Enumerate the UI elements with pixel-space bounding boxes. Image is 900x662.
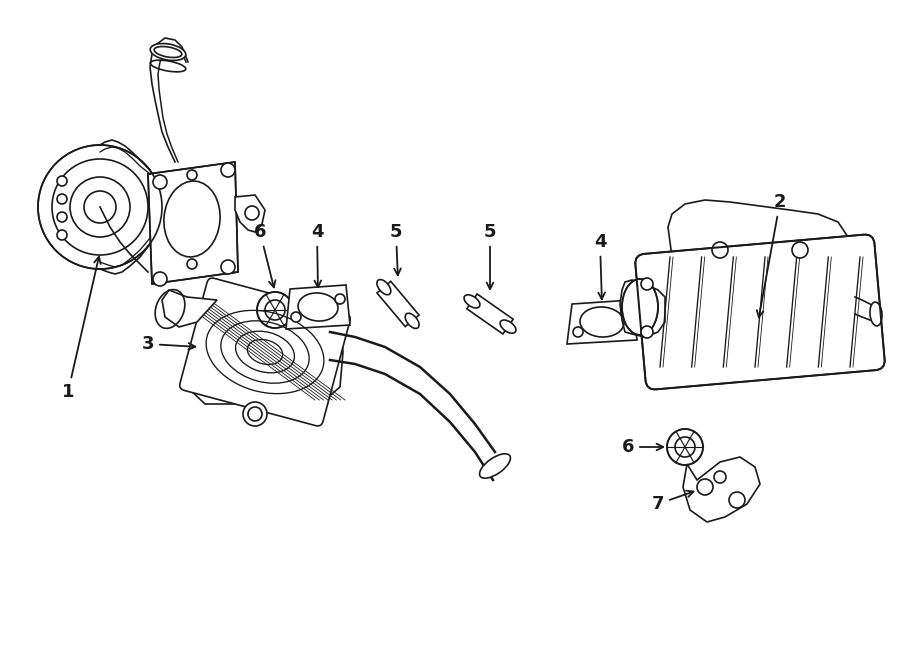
Text: 5: 5	[390, 223, 402, 275]
Circle shape	[57, 176, 67, 186]
Ellipse shape	[480, 453, 510, 478]
Circle shape	[221, 260, 235, 274]
Circle shape	[573, 327, 583, 337]
Ellipse shape	[622, 279, 658, 335]
Polygon shape	[467, 294, 513, 334]
Ellipse shape	[500, 320, 516, 333]
Circle shape	[243, 402, 267, 426]
Polygon shape	[286, 285, 350, 329]
Polygon shape	[162, 290, 217, 327]
Circle shape	[57, 212, 67, 222]
Circle shape	[221, 163, 235, 177]
Polygon shape	[235, 195, 265, 232]
Polygon shape	[683, 457, 760, 522]
Ellipse shape	[870, 302, 882, 326]
Circle shape	[153, 272, 167, 286]
Polygon shape	[665, 200, 855, 344]
Polygon shape	[567, 300, 637, 344]
Polygon shape	[148, 162, 238, 284]
Text: 4: 4	[310, 223, 323, 287]
FancyBboxPatch shape	[180, 278, 350, 426]
Polygon shape	[620, 280, 665, 337]
Circle shape	[621, 308, 631, 318]
Circle shape	[697, 479, 713, 495]
Text: 6: 6	[622, 438, 663, 456]
Circle shape	[641, 326, 653, 338]
Text: 6: 6	[254, 223, 275, 287]
Text: 5: 5	[484, 223, 496, 289]
Circle shape	[257, 292, 293, 328]
Ellipse shape	[464, 295, 480, 308]
Circle shape	[792, 242, 808, 258]
Text: 3: 3	[142, 335, 195, 353]
Circle shape	[729, 492, 745, 508]
Circle shape	[57, 194, 67, 204]
Circle shape	[335, 294, 345, 304]
Circle shape	[245, 206, 259, 220]
Circle shape	[57, 230, 67, 240]
Circle shape	[291, 312, 301, 322]
Polygon shape	[377, 281, 419, 326]
Text: 4: 4	[594, 233, 607, 299]
FancyBboxPatch shape	[635, 234, 885, 389]
Circle shape	[153, 175, 167, 189]
Circle shape	[641, 278, 653, 290]
Text: 7: 7	[652, 491, 694, 513]
Text: 2: 2	[757, 193, 787, 317]
Circle shape	[712, 242, 728, 258]
Ellipse shape	[377, 279, 391, 295]
Polygon shape	[187, 300, 343, 404]
Ellipse shape	[405, 313, 419, 328]
Ellipse shape	[150, 44, 185, 60]
Text: 1: 1	[62, 257, 101, 401]
Circle shape	[38, 145, 162, 269]
Circle shape	[667, 429, 703, 465]
